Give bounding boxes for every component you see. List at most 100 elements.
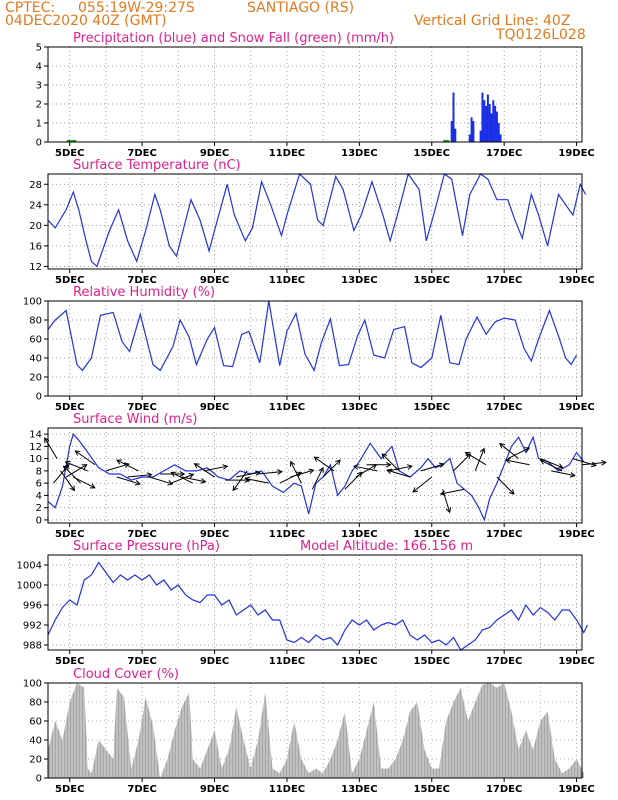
snow-bar [70, 140, 77, 142]
wind-vector [257, 471, 282, 475]
y-tick-label: 16 [29, 241, 42, 252]
wind-vector [540, 459, 563, 472]
source-label: CPTEC: [5, 0, 56, 16]
x-tick-label: 5DEC [55, 529, 84, 540]
precip-bar [485, 105, 488, 142]
y-tick-label: 4 [36, 62, 42, 73]
precip-bar [490, 113, 493, 142]
wind-arrowhead [64, 460, 71, 467]
x-tick-label: 17DEC [486, 275, 522, 286]
wind-arrowhead [499, 443, 505, 449]
wind-vector [465, 451, 487, 466]
x-tick-label: 19DEC [558, 784, 594, 795]
x-tick-label: 19DEC [558, 148, 594, 159]
wind-vector [420, 463, 445, 472]
wind-vector [440, 488, 465, 495]
y-tick-label: 988 [23, 641, 42, 652]
wind-arrowhead [557, 463, 564, 469]
y-tick-label: 5 [36, 43, 42, 54]
wind-arrowhead [318, 466, 324, 473]
y-tick-label: 0 [36, 515, 42, 526]
y-tick-label: 40 [29, 736, 42, 747]
wind-vector [290, 469, 314, 478]
x-tick-label: 5DEC [55, 784, 84, 795]
plot-frame [47, 682, 583, 779]
y-tick-label: 2 [36, 503, 42, 514]
wind-vector [105, 463, 130, 472]
x-tick-label: 11DEC [269, 275, 305, 286]
wind-arrowhead [381, 453, 388, 459]
wind-arrowhead [464, 451, 471, 457]
plot-area [48, 428, 582, 523]
y-tick-label: 3 [36, 81, 42, 92]
precip-bar [452, 92, 455, 142]
x-tick-label: 7DEC [127, 656, 156, 667]
precip-bar [468, 134, 471, 142]
x-tick-label: 7DEC [127, 148, 156, 159]
wind-vector [381, 453, 400, 472]
wind-vector [279, 471, 302, 484]
panel-cloud: 0 20 40 60 80 100 5DEC 7DEC 9DEC 11DEC 13DEC 15DEC 1… [23, 667, 595, 795]
precip-bar [486, 94, 489, 142]
wind-arrowhead [244, 476, 251, 483]
y-tick-label: 0 [36, 138, 42, 149]
wind-vector [116, 459, 139, 472]
plot-frame [47, 173, 583, 270]
temperature-line [47, 172, 587, 268]
product-code-label: TQ0126L028 [496, 27, 586, 43]
panel-subtitle: Model Altitude: 166.156 m [300, 539, 473, 554]
wind-arrowhead [335, 459, 341, 465]
wind-vector [551, 470, 575, 477]
wind-vector [116, 476, 140, 485]
x-tick-label: 9DEC [200, 148, 229, 159]
x-tick-label: 9DEC [200, 529, 229, 540]
x-tick-label: 17DEC [486, 402, 522, 413]
y-tick-label: 40 [29, 354, 42, 365]
x-tick-label: 11DEC [269, 148, 305, 159]
wind-arrowhead [539, 459, 546, 465]
x-tick-label: 13DEC [341, 656, 377, 667]
wind-vector [581, 461, 606, 466]
y-tick-label: 2 [36, 100, 42, 111]
x-tick-label: 5DEC [55, 656, 84, 667]
y-tick-label: 12 [29, 442, 42, 453]
precip-bar [479, 130, 482, 142]
x-tick-label: 15DEC [414, 529, 450, 540]
x-tick-label: 17DEC [486, 656, 522, 667]
wind-arrowhead [352, 464, 359, 470]
wind-arrowhead [179, 471, 186, 477]
x-tick-label: 5DEC [55, 148, 84, 159]
wind-vector [65, 461, 89, 472]
y-tick-label: 1004 [17, 561, 42, 572]
header: CPTEC: 055:19W-29:27S SANTIAGO (RS) 04DE… [0, 0, 618, 46]
plot-area [48, 555, 582, 650]
plot-area [48, 301, 582, 396]
precip-bar [481, 92, 484, 142]
panel-rh: 0 20 40 60 80 100 5DEC 7DEC 9DEC 11DEC 13DEC 15DEC 1… [23, 285, 595, 413]
y-tick-label: 10 [29, 454, 42, 465]
grid-note-label: Vertical Grid Line: 40Z [414, 13, 571, 29]
precip-bar [454, 128, 457, 142]
panel-title: Cloud Cover (%) [73, 667, 179, 682]
wind-vector [388, 465, 412, 472]
precip-bar [483, 100, 486, 142]
wind-vector [245, 477, 269, 484]
wind-arrowhead [167, 480, 174, 486]
wind-arrowhead [504, 458, 511, 464]
wind-vector [412, 476, 433, 493]
panel-title: Surface Temperature (nC) [73, 158, 241, 173]
precip-bar [470, 117, 473, 142]
precip-bar [488, 104, 491, 142]
x-tick-label: 13DEC [341, 275, 377, 286]
precip-bar [450, 121, 453, 142]
x-tick-label: 13DEC [341, 784, 377, 795]
wind-vector [572, 458, 597, 467]
precip-bar [495, 111, 498, 142]
y-tick-label: 6 [36, 479, 42, 490]
y-tick-label: 80 [29, 316, 42, 327]
y-tick-label: 1 [36, 119, 42, 130]
precip-bar [494, 105, 497, 142]
x-tick-label: 15DEC [414, 148, 450, 159]
x-tick-label: 5DEC [55, 402, 84, 413]
